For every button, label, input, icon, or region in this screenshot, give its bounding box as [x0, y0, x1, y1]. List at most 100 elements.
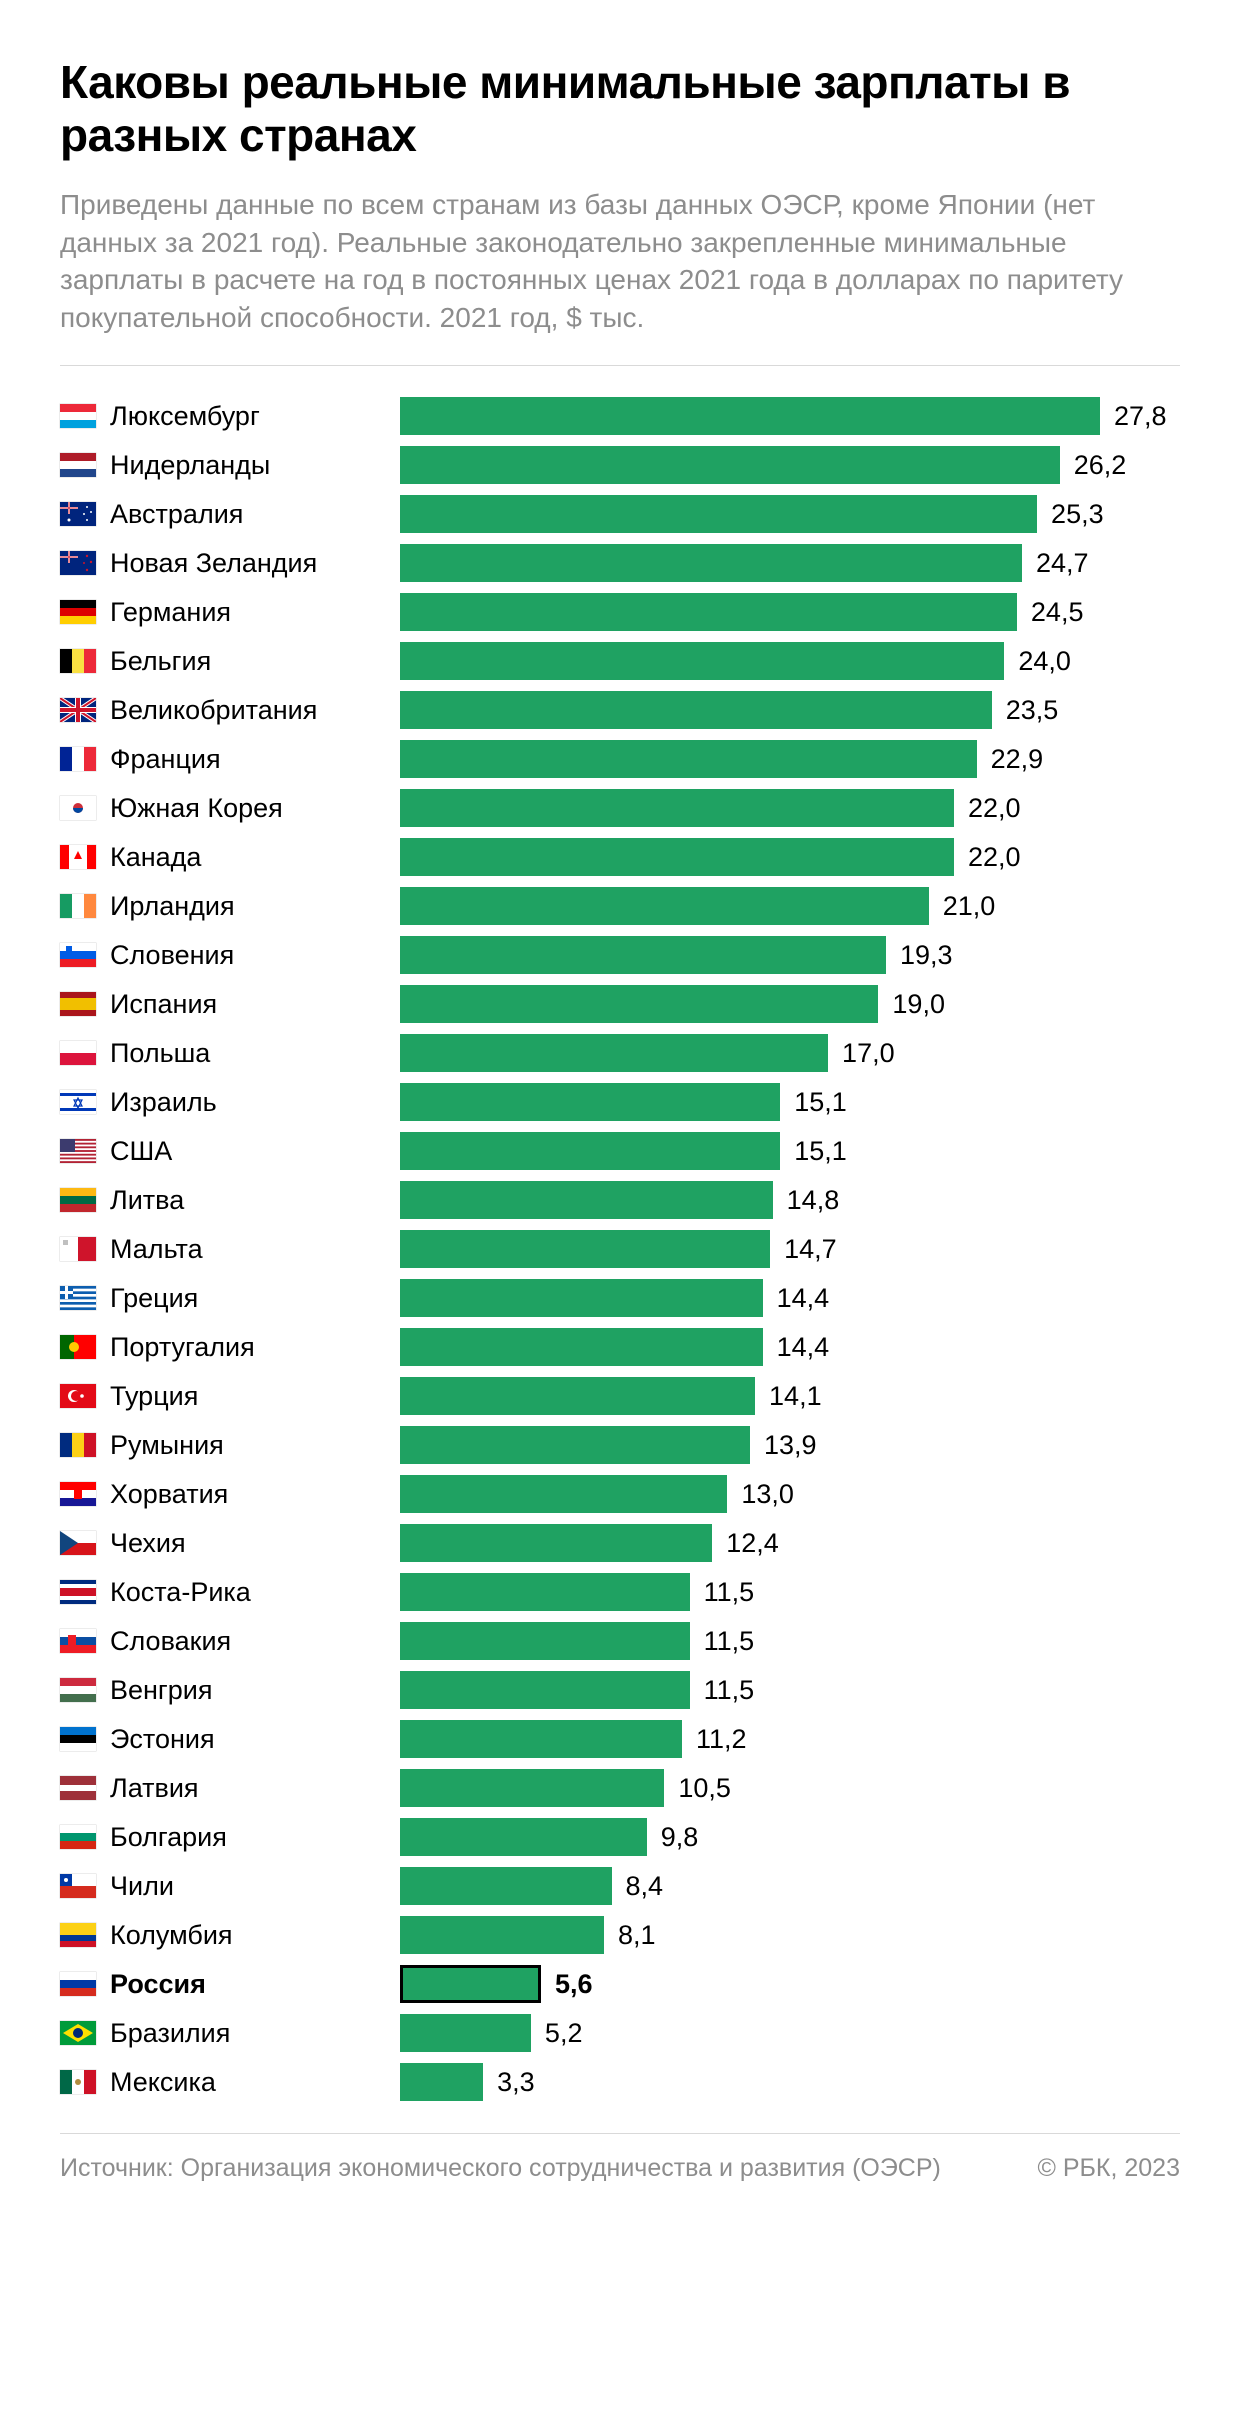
country-name: Португалия — [110, 1332, 255, 1363]
country-name: Мальта — [110, 1234, 203, 1265]
chart-row: Новая Зеландия24,7 — [60, 539, 1180, 588]
source-label: Источник: Организация экономического сот… — [60, 2152, 941, 2186]
bar — [400, 1475, 727, 1513]
country-name: Нидерланды — [110, 450, 270, 481]
bar — [400, 397, 1100, 435]
bar-value: 11,5 — [704, 1675, 755, 1706]
bar-value: 21,0 — [943, 891, 996, 922]
country-name: Бразилия — [110, 2018, 230, 2049]
bar — [400, 446, 1060, 484]
row-label: Великобритания — [60, 695, 400, 726]
country-name: Словения — [110, 940, 234, 971]
row-label: Хорватия — [60, 1479, 400, 1510]
country-name: Турция — [110, 1381, 198, 1412]
bar-value: 17,0 — [842, 1038, 895, 1069]
row-label: Австралия — [60, 499, 400, 530]
bar — [400, 1181, 773, 1219]
bar — [400, 544, 1022, 582]
bar-value: 13,0 — [741, 1479, 794, 1510]
bar-value: 8,4 — [626, 1871, 664, 1902]
flag-icon — [60, 1923, 96, 1947]
row-label: Бразилия — [60, 2018, 400, 2049]
bar-container: 22,0 — [400, 838, 1180, 876]
bar-value: 14,7 — [784, 1234, 837, 1265]
chart-row: Австралия25,3 — [60, 490, 1180, 539]
chart-row: Мексика3,3 — [60, 2058, 1180, 2107]
bar-value: 9,8 — [661, 1822, 699, 1853]
bar-value: 24,0 — [1018, 646, 1071, 677]
flag-icon — [60, 502, 96, 526]
bar-container: 23,5 — [400, 691, 1180, 729]
bar-container: 14,1 — [400, 1377, 1180, 1415]
chart-row: Франция22,9 — [60, 735, 1180, 784]
bar — [400, 936, 886, 974]
country-name: Израиль — [110, 1087, 217, 1118]
flag-icon — [60, 1286, 96, 1310]
chart-row: Колумбия 8,1 — [60, 1911, 1180, 1960]
chart-row: Болгария 9,8 — [60, 1813, 1180, 1862]
country-name: Колумбия — [110, 1920, 233, 1951]
bar-value: 3,3 — [497, 2067, 535, 2098]
bar — [400, 985, 878, 1023]
row-label: Канада — [60, 842, 400, 873]
chart-row: Эстония11,2 — [60, 1715, 1180, 1764]
bar-container: 9,8 — [400, 1818, 1180, 1856]
bar — [400, 1377, 755, 1415]
country-name: Испания — [110, 989, 217, 1020]
flag-icon — [60, 1384, 96, 1408]
country-name: Новая Зеландия — [110, 548, 317, 579]
row-label: Франция — [60, 744, 400, 775]
bar — [400, 1622, 690, 1660]
chart-row: Бельгия 24,0 — [60, 637, 1180, 686]
country-name: Чили — [110, 1871, 174, 1902]
bar-container: 3,3 — [400, 2063, 1180, 2101]
bar-value: 15,1 — [794, 1136, 847, 1167]
chart-row: Греция14,4 — [60, 1274, 1180, 1323]
row-label: Россия — [60, 1969, 400, 2000]
bar — [400, 1867, 612, 1905]
flag-icon — [60, 600, 96, 624]
row-label: Словакия — [60, 1626, 400, 1657]
bar — [400, 1034, 828, 1072]
bar-value: 11,5 — [704, 1577, 755, 1608]
country-name: Германия — [110, 597, 231, 628]
row-label: Израиль — [60, 1087, 400, 1118]
country-name: Южная Корея — [110, 793, 283, 824]
bar-container: 14,4 — [400, 1279, 1180, 1317]
bar-container: 10,5 — [400, 1769, 1180, 1807]
row-label: Испания — [60, 989, 400, 1020]
row-label: Ирландия — [60, 891, 400, 922]
chart-row: Люксембург27,8 — [60, 392, 1180, 441]
bar-container: 26,2 — [400, 446, 1180, 484]
flag-icon — [60, 404, 96, 428]
flag-icon — [60, 1580, 96, 1604]
bar-container: 5,2 — [400, 2014, 1180, 2052]
row-label: Болгария — [60, 1822, 400, 1853]
row-label: Венгрия — [60, 1675, 400, 1706]
bar-container: 27,8 — [400, 397, 1180, 435]
flag-icon — [60, 1188, 96, 1212]
chart-row: Коста-Рика11,5 — [60, 1568, 1180, 1617]
row-label: Литва — [60, 1185, 400, 1216]
bar-value: 14,4 — [777, 1283, 830, 1314]
country-name: Литва — [110, 1185, 184, 1216]
row-label: Словения — [60, 940, 400, 971]
row-label: Португалия — [60, 1332, 400, 1363]
bar-value: 8,1 — [618, 1920, 656, 1951]
flag-icon — [60, 1237, 96, 1261]
row-label: Латвия — [60, 1773, 400, 1804]
row-label: Бельгия — [60, 646, 400, 677]
flag-icon — [60, 1433, 96, 1457]
bar-container: 22,9 — [400, 740, 1180, 778]
bar — [400, 1573, 690, 1611]
bar-container: 13,0 — [400, 1475, 1180, 1513]
row-label: Германия — [60, 597, 400, 628]
bar-container: 17,0 — [400, 1034, 1180, 1072]
chart-row: Чили 8,4 — [60, 1862, 1180, 1911]
country-name: Болгария — [110, 1822, 227, 1853]
flag-icon — [60, 453, 96, 477]
chart-title: Каковы реальные минимальные зарплаты в р… — [60, 56, 1180, 162]
flag-icon — [60, 1776, 96, 1800]
row-label: Южная Корея — [60, 793, 400, 824]
flag-icon — [60, 698, 96, 722]
